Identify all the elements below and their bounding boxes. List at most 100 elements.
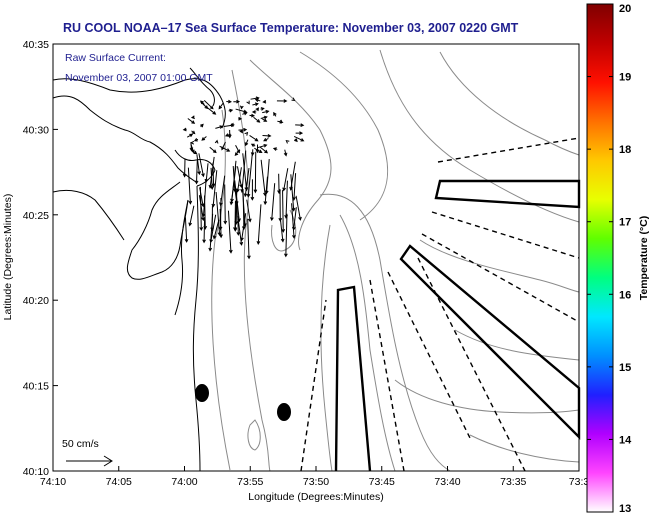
colorbar-tick-label: 17 [619, 217, 631, 229]
current-vector [282, 168, 289, 192]
current-vector [285, 140, 290, 144]
current-vector [198, 153, 205, 178]
station-marker [277, 403, 291, 421]
current-vector [292, 207, 297, 231]
current-vector [236, 166, 243, 189]
x-axis: 74:10 74:05 74:00 73:55 73:50 73:45 73:40 73:35… [40, 466, 590, 488]
colorbar-tick-label: 14 [619, 434, 632, 446]
y-tick-label: 40:15 [23, 381, 49, 393]
current-vector [229, 165, 237, 206]
coastline [52, 67, 226, 472]
current-vector [233, 99, 241, 104]
current-vector [200, 101, 209, 110]
y-tick-label: 40:30 [23, 124, 49, 136]
current-vector [235, 145, 240, 154]
current-vector [249, 135, 259, 142]
current-vector [246, 152, 253, 198]
x-tick-label: 74:10 [40, 476, 66, 488]
current-vector [262, 99, 267, 104]
current-vector [233, 184, 239, 206]
current-vector [219, 145, 231, 152]
current-vector [284, 213, 288, 258]
inset-line-2: November 03, 2007 01:00 GMT [65, 72, 213, 84]
current-vector [203, 195, 208, 230]
current-vector [253, 151, 258, 194]
current-vector [242, 111, 248, 116]
x-tick-label: 73:55 [237, 476, 263, 488]
current-vector [201, 136, 207, 141]
current-vector [239, 105, 244, 110]
current-vector [294, 138, 298, 143]
x-tick-label: 73:35 [500, 476, 526, 488]
current-vector [198, 195, 205, 222]
current-vector [283, 149, 288, 157]
current-vector [184, 217, 189, 243]
current-vector [249, 113, 256, 118]
current-vector [272, 147, 278, 151]
current-vector [211, 170, 218, 208]
current-vector [260, 159, 267, 197]
current-vector [291, 203, 296, 239]
current-vector [247, 218, 251, 260]
current-vector [281, 190, 286, 233]
y-tick-label: 40:35 [23, 39, 49, 51]
current-vector [218, 103, 224, 110]
x-tick-label: 73:3 [569, 476, 590, 488]
current-vector [252, 102, 259, 107]
current-vector [227, 210, 233, 254]
current-vector [262, 109, 270, 114]
current-vector [242, 153, 249, 192]
current-vector [241, 191, 246, 231]
current-vector [203, 99, 214, 110]
current-vector [255, 107, 260, 112]
current-vector [276, 99, 288, 103]
current-vector [209, 146, 217, 154]
current-vector [234, 203, 239, 225]
current-vector [190, 115, 195, 120]
current-vector [196, 154, 201, 176]
current-vector [260, 107, 265, 111]
current-vector [238, 116, 243, 121]
current-vector [200, 123, 204, 128]
colorbar-tick-label: 20 [619, 3, 631, 15]
current-vector [188, 205, 195, 227]
current-vector [284, 180, 288, 219]
current-vector [223, 123, 235, 128]
current-vector [290, 174, 296, 212]
station-marker [195, 384, 209, 402]
current-vector [295, 195, 302, 221]
current-vector [244, 131, 249, 136]
current-vector [292, 173, 297, 201]
current-vector [215, 125, 224, 129]
current-vector [262, 133, 272, 138]
current-vector [293, 135, 305, 142]
current-vector [259, 146, 269, 154]
x-tick-label: 73:50 [303, 476, 329, 488]
current-vector [291, 97, 296, 101]
current-vector [279, 218, 285, 243]
current-vector [264, 159, 270, 195]
map-panel: 50 cm/s Raw Surface Current: November 03… [52, 43, 581, 472]
current-vector [228, 108, 234, 113]
map-background [53, 44, 579, 471]
current-vector [250, 179, 255, 201]
y-axis-label: Latitude (Degrees:Minutes) [2, 194, 14, 321]
current-vector [194, 159, 199, 185]
figure-title: RU COOL NOAA–17 Sea Surface Temperature:… [63, 21, 519, 35]
y-tick-label: 40:10 [23, 466, 49, 478]
scale-label: 50 cm/s [62, 438, 99, 450]
x-axis-label: Longitude (Degrees:Minutes) [248, 491, 383, 503]
current-vector [182, 127, 187, 132]
current-vector [193, 138, 199, 142]
colorbar-label: Temperature (°C) [638, 216, 650, 301]
current-vector [295, 131, 304, 136]
scale-arrow [66, 455, 113, 467]
current-vector [226, 99, 232, 104]
current-vectors [182, 96, 305, 260]
current-vector [250, 96, 260, 101]
current-vector [187, 118, 196, 124]
current-vector [223, 184, 228, 225]
current-vector [238, 127, 248, 132]
current-vector [189, 142, 194, 152]
current-vector [237, 215, 244, 246]
